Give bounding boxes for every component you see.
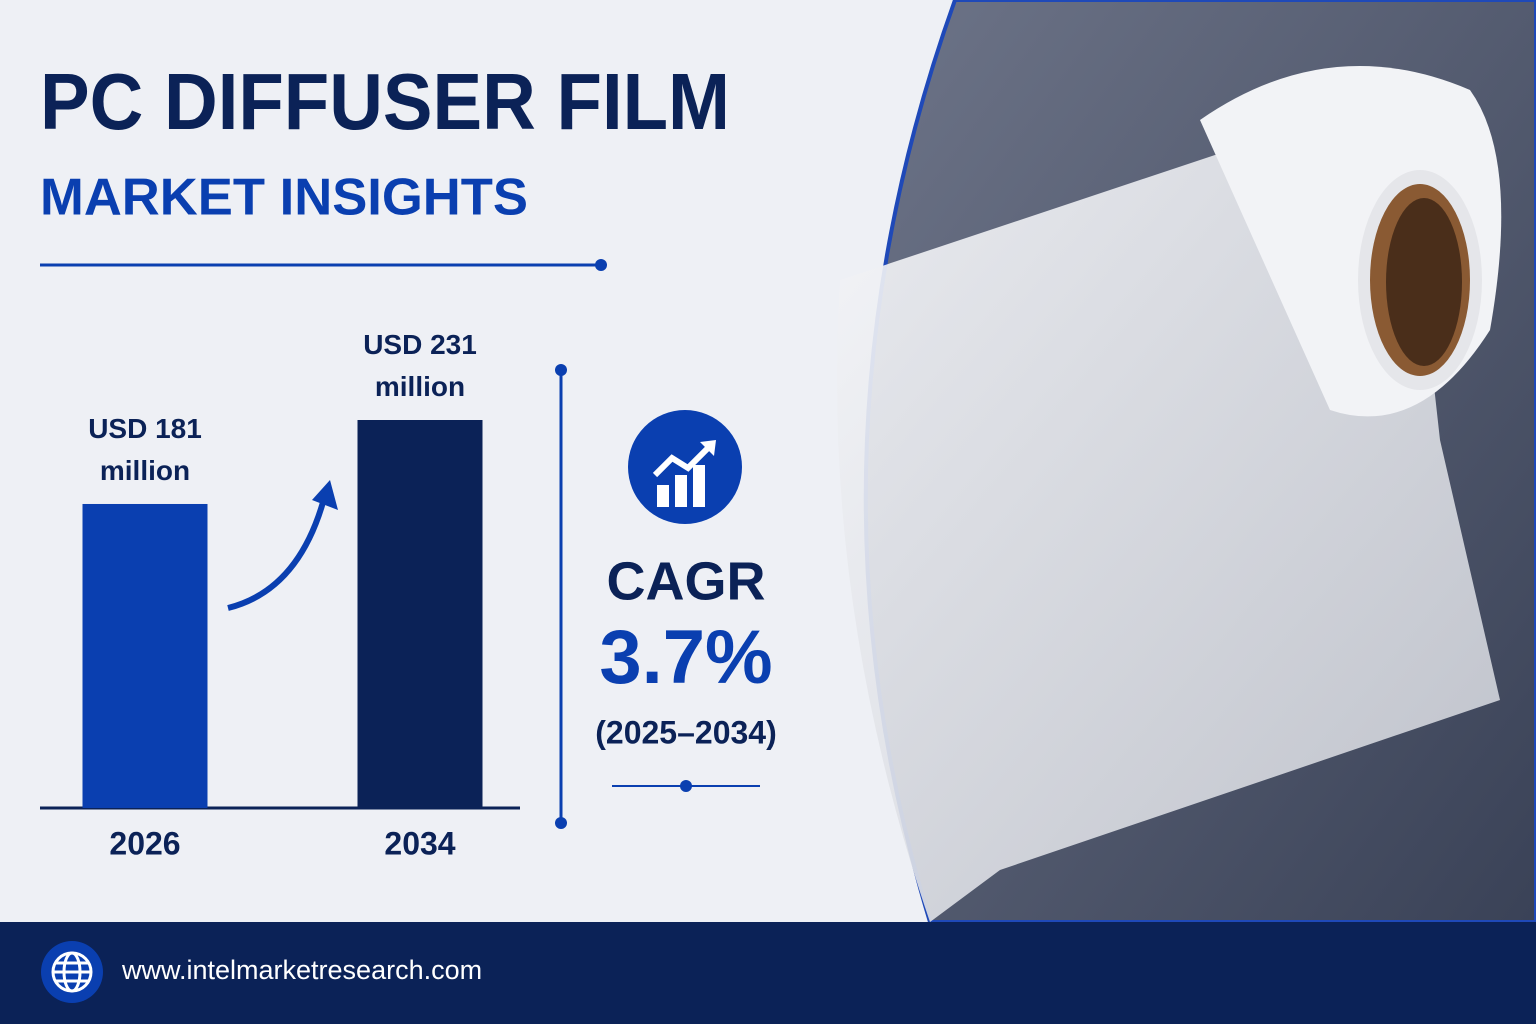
separator-dot [555,364,567,376]
cagr-value: 3.7% [599,615,772,700]
x-tick-label: 2026 [109,825,180,861]
divider-dot [595,259,607,271]
value-label: USD 181 million [88,412,202,486]
bar [82,503,208,808]
icon-arrow [700,440,716,456]
x-tick-label: 2034 [384,825,455,861]
growth-arrow [227,494,328,611]
globe-lines [51,951,93,993]
bar [357,420,483,808]
subtitle: MARKET INSIGHTS [40,169,528,227]
arrow-head [312,480,338,510]
icon-bars [657,465,705,507]
footer-url[interactable]: www.intelmarketresearch.com [121,955,482,985]
title: PC DIFFUSER FILM [40,57,730,146]
cagr-period: (2025–2034) [595,714,776,750]
cagr-label: CAGR [607,551,766,611]
separator-dot [555,817,567,829]
roll-hole [1386,198,1462,366]
footer [0,922,1536,1024]
icon-line [652,443,713,478]
cagr-rule-dot [680,780,692,792]
value-label: USD 231 million [363,329,477,402]
